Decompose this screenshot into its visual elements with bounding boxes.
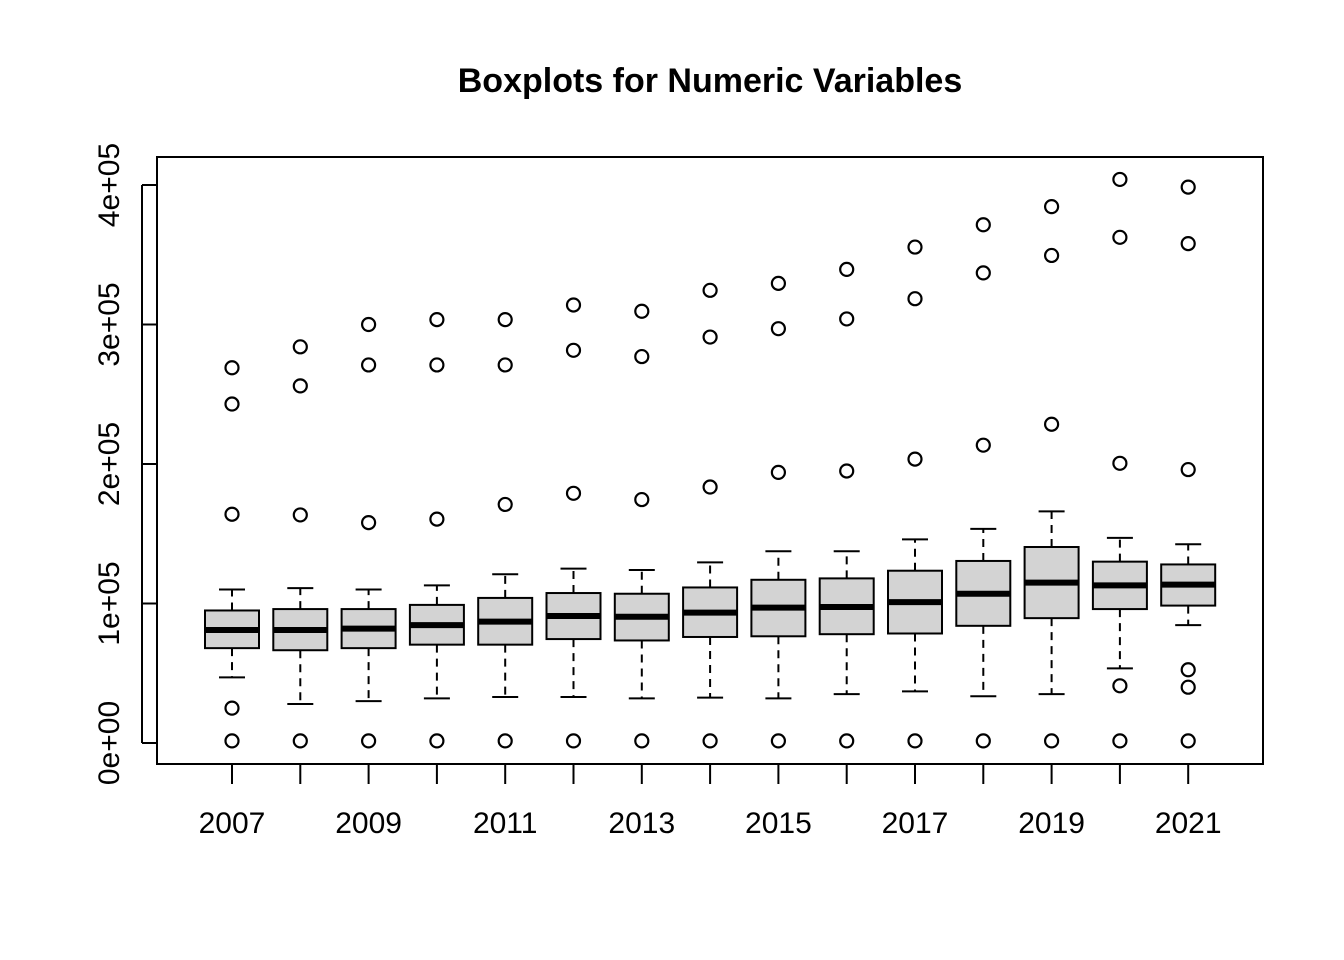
box-group	[750, 275, 807, 749]
box-group	[408, 312, 465, 749]
outlier-point	[1112, 733, 1128, 749]
box-group	[204, 360, 260, 749]
box-group	[818, 261, 875, 749]
outlier-point	[361, 357, 377, 373]
outlier-point	[224, 733, 240, 749]
x-tick-label: 2013	[608, 807, 675, 840]
outlier-point	[770, 733, 787, 749]
box-group	[1091, 171, 1148, 749]
outlier-point	[634, 733, 650, 749]
outlier-point	[702, 733, 718, 749]
outlier-point	[1043, 247, 1060, 264]
y-tick-label: 3e+05	[93, 282, 126, 366]
y-tick-label: 2e+05	[93, 422, 126, 506]
outlier-point	[565, 733, 582, 749]
box-group	[887, 239, 943, 749]
outlier-point	[975, 265, 991, 281]
box-group	[477, 312, 534, 749]
outlier-point	[634, 348, 650, 365]
outlier-point	[770, 464, 787, 480]
outlier-point	[839, 261, 855, 277]
box-group	[955, 217, 1012, 749]
outlier-point	[361, 733, 377, 749]
outlier-point	[702, 329, 718, 345]
outlier-point	[565, 485, 582, 501]
outlier-point	[975, 733, 991, 749]
chart-title: Boxplots for Numeric Variables	[458, 62, 963, 100]
outlier-point	[1043, 416, 1060, 432]
y-axis: 0e+00 1e+05 2e+05 3e+05 4e+05	[93, 143, 157, 785]
outlier-point	[1043, 199, 1060, 215]
outlier-point	[429, 312, 445, 328]
outlier-point	[224, 700, 240, 716]
box-group	[682, 282, 739, 749]
boxes-layer	[204, 171, 1217, 749]
outlier-point	[429, 511, 445, 527]
outlier-point	[497, 312, 513, 328]
outlier-point	[975, 437, 991, 453]
x-axis: 2007 2009 2011 2013 2015 2017 2019 2021	[199, 763, 1222, 840]
outlier-point	[497, 496, 513, 513]
outlier-point	[702, 479, 718, 495]
x-tick-label: 2011	[473, 807, 538, 840]
outlier-point	[770, 275, 787, 291]
outlier-point	[1180, 733, 1196, 749]
box-group	[545, 297, 602, 749]
outlier-point	[361, 316, 377, 333]
outlier-point	[1112, 229, 1128, 245]
x-tick-label: 2017	[882, 807, 949, 840]
box-group	[340, 316, 397, 749]
outlier-point	[1180, 679, 1196, 695]
y-tick-label: 1e+05	[93, 561, 126, 645]
outlier-point	[634, 491, 650, 508]
box-group	[613, 303, 670, 749]
outlier-point	[1112, 455, 1128, 471]
outlier-point	[839, 463, 855, 479]
outlier-point	[1180, 461, 1196, 478]
outlier-point	[429, 357, 445, 373]
box-group	[1023, 199, 1080, 749]
outlier-point	[565, 297, 582, 313]
x-tick-label: 2015	[745, 807, 812, 840]
outlier-point	[1180, 235, 1196, 252]
outlier-point	[907, 291, 923, 307]
outlier-point	[292, 507, 308, 523]
outlier-point	[770, 321, 787, 337]
outlier-point	[907, 733, 923, 749]
outlier-point	[497, 733, 513, 749]
outlier-point	[702, 282, 718, 298]
outlier-point	[565, 342, 582, 358]
outlier-point	[1043, 733, 1060, 749]
outlier-point	[1180, 179, 1196, 195]
outlier-point	[634, 303, 650, 319]
outlier-point	[839, 311, 855, 327]
outlier-point	[292, 339, 308, 355]
outlier-point	[497, 357, 513, 373]
y-tick-label: 0e+00	[93, 701, 126, 785]
outlier-point	[1112, 171, 1128, 188]
outlier-point	[224, 506, 240, 522]
outlier-point	[361, 514, 377, 531]
y-tick-label: 4e+05	[93, 143, 126, 227]
x-tick-label: 2021	[1155, 807, 1222, 840]
outlier-point	[975, 217, 991, 233]
x-tick-label: 2009	[335, 807, 402, 840]
outlier-point	[839, 733, 855, 749]
box-group	[272, 339, 329, 749]
outlier-point	[907, 451, 923, 467]
outlier-point	[224, 360, 240, 376]
box-group	[1160, 179, 1217, 749]
outlier-point	[1112, 678, 1128, 694]
outlier-point	[1180, 662, 1196, 678]
outlier-point	[292, 733, 308, 749]
outlier-point	[429, 733, 445, 749]
x-tick-label: 2007	[199, 807, 266, 840]
x-tick-label: 2019	[1018, 807, 1085, 840]
outlier-point	[292, 378, 308, 394]
outlier-point	[224, 396, 240, 412]
outlier-point	[907, 239, 923, 255]
